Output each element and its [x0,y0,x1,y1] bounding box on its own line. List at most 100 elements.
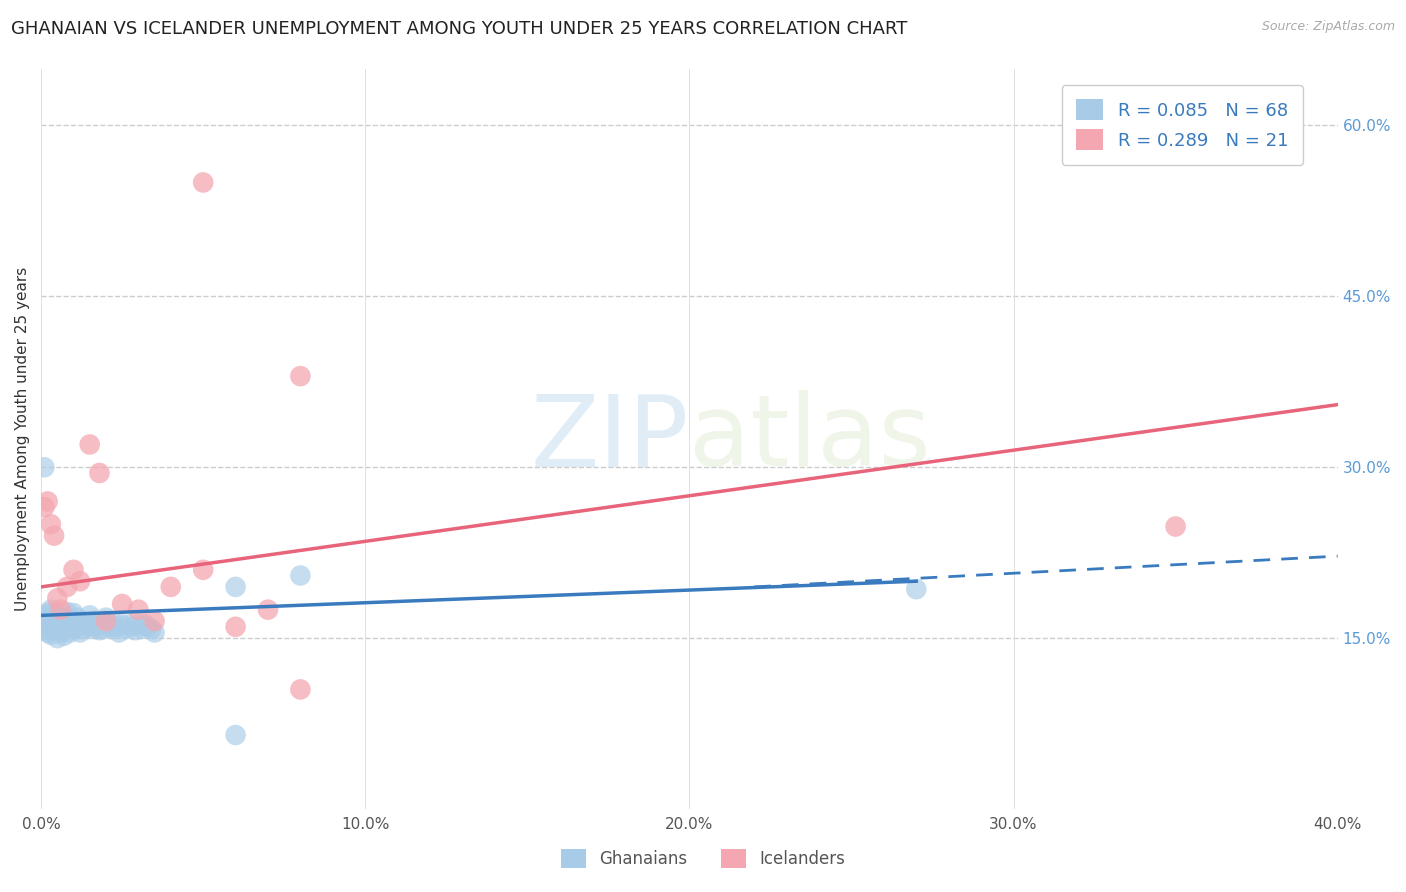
Point [141,622,163,636]
Point [101,622,124,636]
Point [143,614,166,628]
Point [59,617,82,632]
Point [1164,519,1187,533]
Point [69,574,91,589]
Point [72,622,94,636]
Point [34,608,56,623]
Point [905,582,928,597]
Point [37,625,59,640]
Point [39,517,62,532]
Point [62,563,84,577]
Point [69,617,91,632]
Point [290,568,312,582]
Point [46,631,69,645]
Point [290,369,312,384]
Point [82,614,104,628]
Text: Source: ZipAtlas.com: Source: ZipAtlas.com [1261,20,1395,33]
Point [79,608,101,623]
Point [159,580,181,594]
Point [46,616,69,631]
Point [98,620,121,634]
Point [82,622,104,636]
Point [34,500,56,515]
Point [37,620,59,634]
Point [143,625,166,640]
Point [49,625,72,640]
Point [66,620,89,634]
Text: ZIP: ZIP [531,391,689,487]
Legend: Ghanaians, Icelanders: Ghanaians, Icelanders [554,843,852,875]
Point [56,580,79,594]
Point [39,603,62,617]
Point [37,614,59,628]
Point [46,623,69,637]
Point [62,614,84,628]
Point [49,610,72,624]
Point [39,617,62,632]
Point [34,622,56,636]
Point [134,617,156,632]
Point [42,622,65,636]
Point [104,620,127,634]
Point [62,622,84,636]
Point [290,682,312,697]
Point [49,617,72,632]
Point [56,612,79,626]
Point [37,494,59,508]
Point [52,614,75,628]
Point [72,614,94,628]
Point [225,620,247,634]
Point [193,563,215,577]
Text: GHANAIAN VS ICELANDER UNEMPLOYMENT AMONG YOUTH UNDER 25 YEARS CORRELATION CHART: GHANAIAN VS ICELANDER UNEMPLOYMENT AMONG… [11,20,908,37]
Point [89,623,111,637]
Point [101,614,124,628]
Point [42,528,65,542]
Point [79,437,101,451]
Point [89,616,111,631]
Point [94,614,117,628]
Point [111,597,134,611]
Point [257,603,280,617]
Point [94,617,117,632]
Point [46,608,69,623]
Point [225,728,247,742]
Point [34,616,56,631]
Point [127,603,149,617]
Point [225,580,247,594]
Point [46,591,69,606]
Point [42,606,65,620]
Point [69,625,91,640]
Point [79,617,101,632]
Point [39,610,62,624]
Point [193,176,215,190]
Point [124,623,146,637]
Point [62,606,84,620]
Y-axis label: Unemployment Among Youth under 25 years: Unemployment Among Youth under 25 years [15,267,30,611]
Point [37,606,59,620]
Point [59,625,82,640]
Point [127,617,149,632]
Point [42,614,65,628]
Point [121,620,143,634]
Point [52,629,75,643]
Legend: R = 0.085   N = 68, R = 0.289   N = 21: R = 0.085 N = 68, R = 0.289 N = 21 [1062,85,1303,165]
Point [84,620,107,634]
Point [111,617,134,632]
Point [56,605,79,619]
Point [34,460,56,475]
Point [108,625,131,640]
Point [49,603,72,617]
Point [131,622,153,636]
Point [117,617,139,632]
Point [136,620,159,634]
Point [89,466,111,480]
Point [66,610,89,624]
Point [39,628,62,642]
Point [91,622,114,636]
Point [52,622,75,636]
Point [76,620,98,634]
Point [94,610,117,624]
Text: atlas: atlas [689,391,931,487]
Point [114,622,136,636]
Point [56,620,79,634]
